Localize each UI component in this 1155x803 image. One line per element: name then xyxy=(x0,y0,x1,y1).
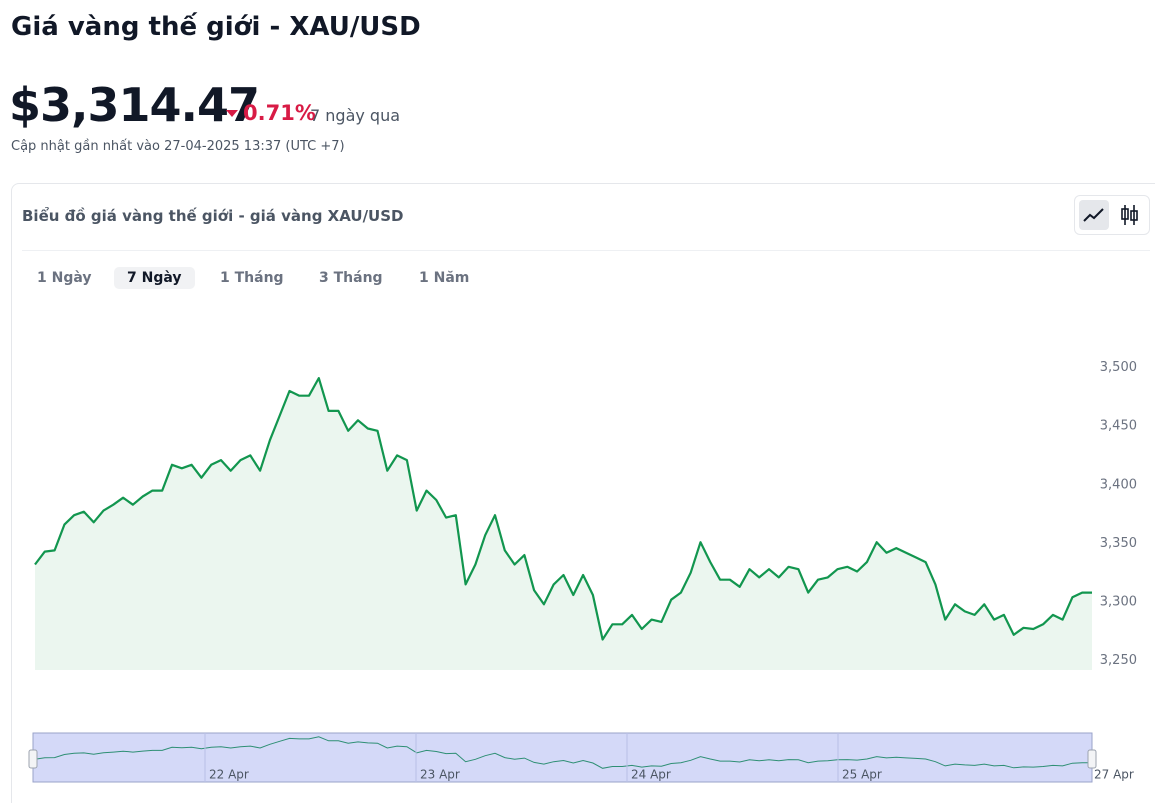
range-tab[interactable]: 7 Ngày xyxy=(114,267,195,289)
divider xyxy=(22,250,1150,251)
area xyxy=(35,378,1092,670)
page-title: Giá vàng thế giới - XAU/USD xyxy=(11,12,421,42)
price-change: 0.71% xyxy=(243,101,316,125)
navigator-line xyxy=(34,736,1092,769)
card-title: Biểu đồ giá vàng thế giới - giá vàng XAU… xyxy=(22,207,404,225)
y-tick-label: 3,500 xyxy=(1100,360,1137,375)
range-tab[interactable]: 3 Tháng xyxy=(319,270,383,286)
range-tab[interactable]: 1 Ngày xyxy=(37,270,92,286)
y-tick-label: 3,350 xyxy=(1100,536,1137,551)
updated-time: Cập nhật gần nhất vào 27-04-2025 13:37 (… xyxy=(11,139,345,154)
navigator-label: 23 Apr xyxy=(420,768,460,782)
line-icon xyxy=(1083,208,1104,222)
navigator-label: 27 Apr xyxy=(1094,768,1134,782)
toggle-icons xyxy=(1079,200,1138,230)
y-tick-label: 3,450 xyxy=(1100,419,1137,434)
navigator-label: 25 Apr xyxy=(842,768,882,782)
navigator-handle[interactable] xyxy=(1087,749,1097,769)
candle-button[interactable] xyxy=(1121,205,1138,225)
down-arrow xyxy=(226,110,238,117)
y-tick-label: 3,300 xyxy=(1100,595,1137,610)
period: 7 ngày qua xyxy=(310,106,401,125)
navigator-label: 22 Apr xyxy=(209,768,249,782)
price-line xyxy=(34,377,1092,641)
y-tick-label: 3,400 xyxy=(1100,477,1137,492)
chart-card xyxy=(11,183,1155,803)
y-tick-label: 3,250 xyxy=(1100,653,1137,668)
range-tab[interactable]: 1 Tháng xyxy=(220,270,284,286)
navigator-bg xyxy=(32,732,1093,783)
chart-type-toggle xyxy=(1074,195,1150,235)
price: $3,314.47 xyxy=(9,78,260,132)
navigator-handle[interactable] xyxy=(28,749,38,769)
range-tab[interactable]: 1 Năm xyxy=(419,270,470,286)
navigator-label: 24 Apr xyxy=(631,768,671,782)
line-button[interactable] xyxy=(1079,200,1109,230)
